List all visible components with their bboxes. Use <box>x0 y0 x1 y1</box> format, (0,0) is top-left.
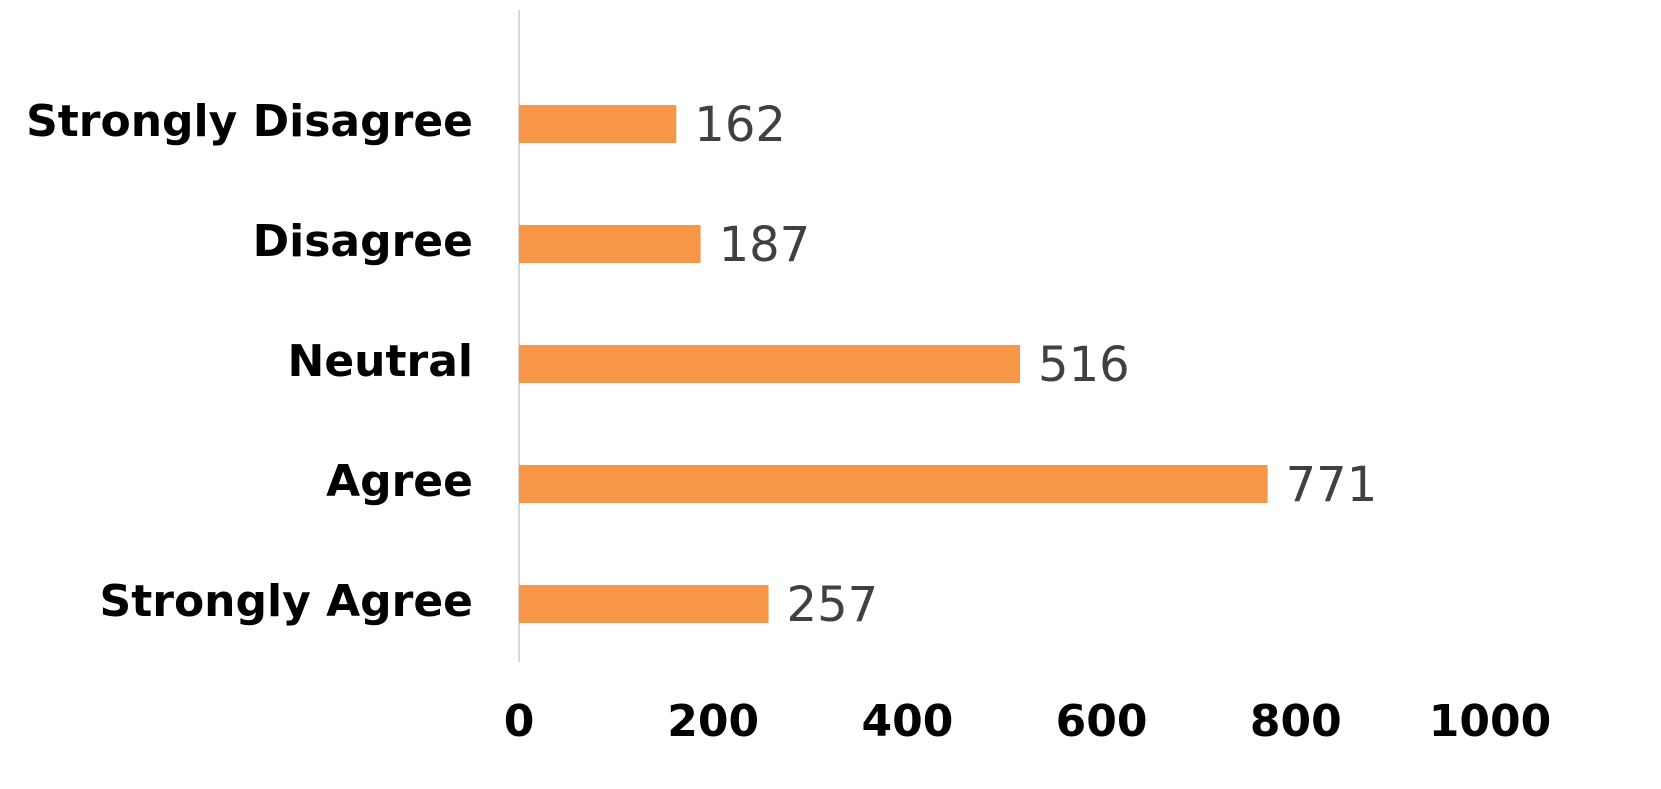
value-label: 187 <box>719 217 811 273</box>
x-tick-label: 0 <box>504 696 535 747</box>
y-tick-label: Strongly Disagree <box>26 96 473 147</box>
y-tick-label: Agree <box>326 456 473 507</box>
y-tick-label: Disagree <box>253 216 473 267</box>
value-label: 162 <box>694 97 786 153</box>
bar <box>519 105 677 143</box>
bar <box>519 345 1021 383</box>
x-tick-label: 1000 <box>1429 696 1551 747</box>
value-label: 257 <box>787 577 879 633</box>
x-tick-label: 200 <box>667 696 759 747</box>
y-tick-label: Strongly Agree <box>100 576 473 627</box>
bar <box>519 585 769 623</box>
x-tick-label: 400 <box>861 696 953 747</box>
x-tick-label: 800 <box>1250 696 1342 747</box>
value-label: 516 <box>1038 337 1130 393</box>
y-tick-label: Neutral <box>288 336 474 387</box>
value-label: 771 <box>1286 457 1378 513</box>
x-tick-label: 600 <box>1056 696 1148 747</box>
bar <box>519 225 701 263</box>
bar <box>519 465 1268 503</box>
